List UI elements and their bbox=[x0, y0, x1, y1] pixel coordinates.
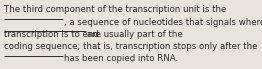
Text: are usually part of the: are usually part of the bbox=[87, 30, 183, 39]
Text: , a sequence of nucleotides that signals where: , a sequence of nucleotides that signals… bbox=[64, 18, 262, 27]
Text: has been copied into RNA.: has been copied into RNA. bbox=[64, 54, 178, 63]
Text: The third component of the transcription unit is the: The third component of the transcription… bbox=[4, 5, 227, 14]
Text: transcription is to end.: transcription is to end. bbox=[4, 30, 102, 39]
Text: coding sequence; that is, transcription stops only after the: coding sequence; that is, transcription … bbox=[4, 42, 258, 51]
